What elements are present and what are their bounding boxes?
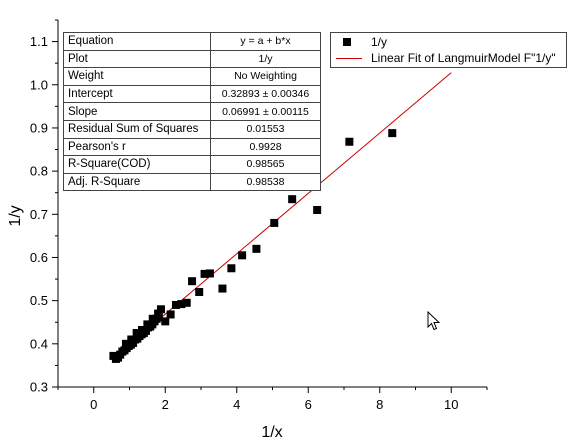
data-point — [148, 314, 157, 323]
stats-value: 1/y — [210, 49, 321, 69]
data-point — [161, 317, 170, 326]
y-tick-label: 0.7 — [30, 207, 48, 222]
x-tick-label: 4 — [233, 397, 240, 412]
x-axis-title: 1/x — [261, 424, 282, 441]
scatter-points — [109, 53, 456, 363]
y-tick-label: 1.1 — [30, 34, 48, 49]
stats-key: Slope — [63, 102, 211, 121]
stats-row: Pearson's r 0.9928 — [63, 137, 321, 157]
data-point — [200, 269, 209, 278]
x-tick-label: 8 — [376, 397, 383, 412]
x-tick-label: 10 — [444, 397, 458, 412]
stats-row: Residual Sum of Squares 0.01553 — [63, 119, 321, 139]
stats-key: Equation — [63, 32, 211, 51]
data-point — [171, 300, 180, 309]
x-tick-label: 6 — [305, 397, 312, 412]
stats-row: Weight No Weighting — [63, 67, 321, 86]
legend-square-marker — [343, 38, 351, 46]
data-point — [227, 264, 236, 273]
data-point — [288, 195, 297, 204]
tick-labels: 0 2 4 6 8 10 0.3 0.4 0.5 0.6 0.7 0.8 0.9 1.0 1.1 — [30, 34, 459, 412]
y-tick-label: 0.9 — [30, 120, 48, 135]
x-tick-label: 2 — [162, 397, 169, 412]
legend-entry-data: 1/y — [331, 34, 387, 50]
data-point — [177, 300, 186, 309]
legend-line-marker — [336, 57, 362, 59]
stats-value: 0.9928 — [210, 137, 321, 157]
stats-value: 0.98565 — [210, 155, 321, 174]
y-tick-label: 0.3 — [30, 380, 48, 395]
y-tick-label: 0.5 — [30, 293, 48, 308]
stats-value: 0.01553 — [210, 119, 321, 139]
data-point — [166, 310, 175, 319]
stats-value: 0.32893 ± 0.00346 — [210, 84, 321, 104]
y-tick-label: 0.4 — [30, 336, 48, 351]
stats-row: Slope 0.06991 ± 0.00115 — [63, 102, 321, 121]
data-point — [388, 129, 397, 138]
y-tick-label: 0.6 — [30, 250, 48, 265]
data-point — [188, 277, 197, 286]
y-axis-title: 1/y — [7, 205, 24, 226]
data-point — [205, 269, 214, 278]
stats-value: 0.98538 — [210, 172, 321, 192]
arrow-cursor-icon — [427, 311, 441, 331]
stats-row: R-Square(COD) 0.98565 — [63, 155, 321, 174]
legend-label-fit: Linear Fit of LangmuirModel F"1/y" — [371, 51, 556, 65]
data-point — [182, 298, 191, 307]
y-tick-label: 1.0 — [30, 77, 48, 92]
stats-row: Equation y = a + b*x — [63, 32, 321, 51]
data-point — [238, 251, 247, 260]
stats-key: Residual Sum of Squares — [63, 119, 211, 139]
stats-value: y = a + b*x — [210, 32, 321, 51]
data-point — [127, 335, 136, 344]
stats-key: R-Square(COD) — [63, 155, 211, 174]
data-point — [218, 284, 227, 293]
data-point — [156, 305, 165, 314]
y-tick-label: 0.8 — [30, 164, 48, 179]
fit-statistics-table: Equation y = a + b*x Plot 1/y Weight No Weigh… — [63, 32, 321, 192]
data-point — [252, 244, 261, 253]
stats-row: Adj. R-Square 0.98538 — [63, 172, 321, 192]
stats-value: 0.06991 ± 0.00115 — [210, 102, 321, 121]
legend: 1/y Linear Fit of LangmuirModel F"1/y" — [330, 32, 567, 68]
stats-value: No Weighting — [210, 67, 321, 86]
stats-row: Intercept 0.32893 ± 0.00346 — [63, 84, 321, 104]
stats-row: Plot 1/y — [63, 49, 321, 69]
axes — [52, 19, 488, 393]
data-point — [138, 326, 147, 335]
x-tick-label: 0 — [90, 397, 97, 412]
stats-key: Pearson's r — [63, 137, 211, 157]
data-point — [154, 309, 163, 318]
data-point — [345, 137, 354, 146]
stats-key: Weight — [63, 67, 211, 86]
stats-key: Plot — [63, 49, 211, 69]
legend-entry-fit: Linear Fit of LangmuirModel F"1/y" — [331, 50, 556, 66]
stats-key: Adj. R-Square — [63, 172, 211, 192]
legend-label-data: 1/y — [371, 35, 388, 49]
data-point — [132, 329, 141, 338]
data-point — [270, 218, 279, 227]
data-point — [121, 339, 130, 348]
data-point — [195, 288, 204, 297]
data-point — [143, 320, 152, 329]
stats-key: Intercept — [63, 84, 211, 104]
data-point — [313, 205, 322, 214]
